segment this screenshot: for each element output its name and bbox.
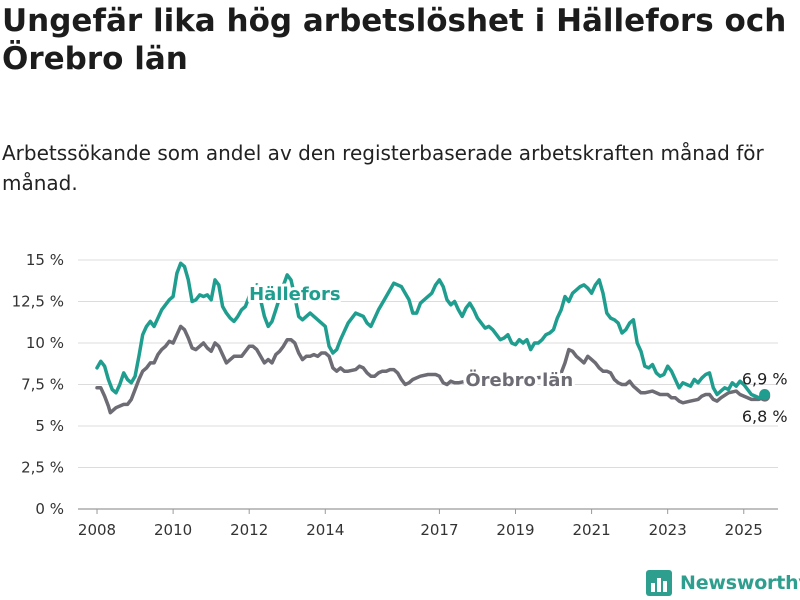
y-tick-label: 12,5 % (12, 293, 64, 311)
y-tick-label: 10 % (26, 334, 64, 352)
x-axis: 2008 2010 2012 2014 2017 2019 2021 2023 2025 (78, 509, 763, 539)
x-tick-label: 2008 (78, 521, 116, 539)
chart-subtitle: Arbetssökande som andel av den registerb… (2, 141, 764, 195)
brand-logo: Newsworthy (646, 568, 800, 598)
bar-chart-logo-icon (646, 570, 672, 596)
series-line-orebro-lan (95, 324, 767, 415)
y-tick-label: 15 % (26, 251, 64, 269)
series-line-hallefors (95, 261, 767, 400)
x-tick-label: 2023 (649, 521, 687, 539)
page-title: Ungefär lika hög arbetslöshet i Hällefor… (2, 3, 787, 77)
series-name-label-orebro-lan: Örebro län (465, 369, 573, 391)
series-name-label-hallefors: Hällefors (249, 284, 341, 305)
y-tick-label: 2,5 % (21, 459, 64, 477)
series-labels: 6,9 % 6,8 % Hällefors Örebro län (246, 281, 788, 426)
y-tick-label: 0 % (35, 500, 64, 518)
brand-name: Newsworthy (680, 572, 800, 594)
x-tick-label: 2012 (230, 521, 268, 539)
x-tick-label: 2021 (572, 521, 610, 539)
y-tick-label: 7,5 % (21, 376, 64, 394)
x-tick-label: 2017 (420, 521, 458, 539)
x-tick-label: 2019 (496, 521, 534, 539)
gridlines (78, 259, 778, 510)
end-value-label-orebro-lan: 6,8 % (742, 407, 788, 426)
end-value-label-hallefors: 6,9 % (742, 369, 788, 388)
endpoint-marker-hallefors (759, 388, 771, 400)
x-tick-label: 2014 (306, 521, 344, 539)
x-tick-label: 2025 (725, 521, 763, 539)
series-lines (95, 261, 771, 415)
y-tick-label: 5 % (35, 417, 64, 435)
x-tick-label: 2010 (154, 521, 192, 539)
y-axis: 0 % 2,5 % 5 % 7,5 % 10 % 12,5 % 15 % (12, 251, 64, 518)
